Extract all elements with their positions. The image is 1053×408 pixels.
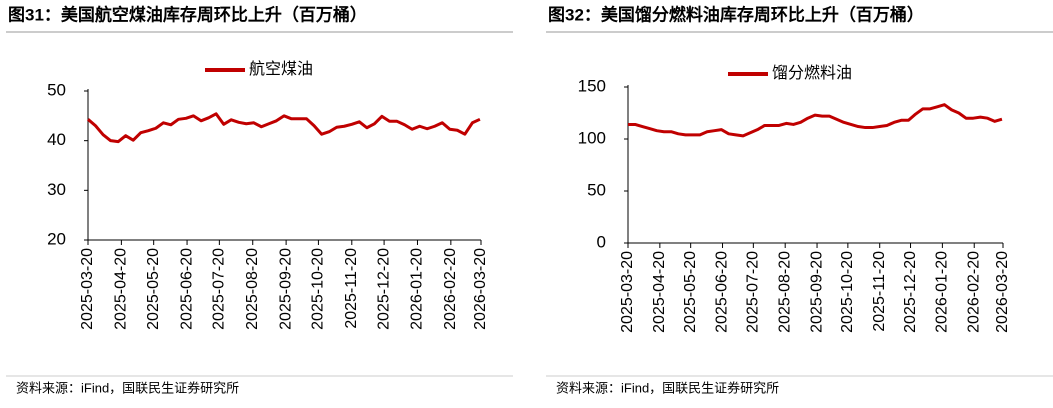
x-tick-label: 2025-07-20 (211, 248, 228, 330)
x-tick-label: 2025-08-20 (244, 248, 261, 330)
chart-title: 图32：美国馏分燃料油库存周环比上升（百万桶） (548, 4, 924, 24)
line (87, 112, 481, 144)
y-tick-label: 30 (47, 180, 66, 199)
y-tick-label: 100 (578, 128, 606, 147)
legend-label: 航空煤油 (249, 60, 313, 78)
y-tick-label: 50 (587, 180, 606, 199)
source: 资料来源：iFind，国联民生证券研究所 (556, 380, 779, 395)
x-tick-label: 2025-07-20 (745, 251, 762, 333)
y-tick-label: 0 (597, 232, 606, 251)
x-tick-label: 2026-03-20 (472, 248, 489, 330)
x-tick-label: 2025-04-20 (651, 251, 668, 333)
x-tick-label: 2025-05-20 (145, 248, 162, 330)
x-tick-label: 2026-01-20 (934, 251, 951, 333)
x-tick-label: 2025-09-20 (808, 251, 825, 333)
x-tick-label: 2025-06-20 (178, 248, 195, 330)
x-tick-label: 2025-10-20 (839, 251, 856, 333)
y-tick-label: 20 (47, 229, 66, 248)
x-tick-label: 2025-12-20 (902, 251, 919, 333)
x-tick-label: 2025-11-20 (871, 251, 888, 332)
x-tick-label: 2025-12-20 (375, 248, 392, 330)
x-tick-label: 2025-06-20 (714, 251, 731, 333)
x-tick-label: 2026-03-20 (994, 251, 1011, 333)
x-tick-label: 2026-02-20 (965, 251, 982, 333)
x-tick-label: 2025-11-20 (343, 248, 360, 329)
x-tick-label: 2026-01-20 (409, 248, 426, 330)
chart-title: 图31：美国航空煤油库存周环比上升（百万桶） (8, 4, 367, 24)
y-tick-label: 50 (47, 80, 66, 99)
x-tick-label: 2025-04-20 (113, 248, 130, 330)
x-tick-label: 2025-09-20 (277, 248, 294, 330)
x-tick-label: 2025-05-20 (682, 251, 699, 333)
legend-label: 馏分燃料油 (772, 64, 852, 82)
x-tick-label: 2025-03-20 (619, 251, 636, 333)
x-tick-label: 2025-03-20 (79, 248, 96, 330)
y-tick-label: 150 (578, 76, 606, 95)
line (628, 103, 1003, 138)
x-tick-label: 2025-10-20 (310, 248, 327, 330)
y-tick-label: 40 (47, 130, 66, 149)
source: 资料来源：iFind，国联民生证券研究所 (16, 380, 239, 395)
x-tick-label: 2026-02-20 (442, 248, 459, 330)
x-tick-label: 2025-08-20 (776, 251, 793, 333)
